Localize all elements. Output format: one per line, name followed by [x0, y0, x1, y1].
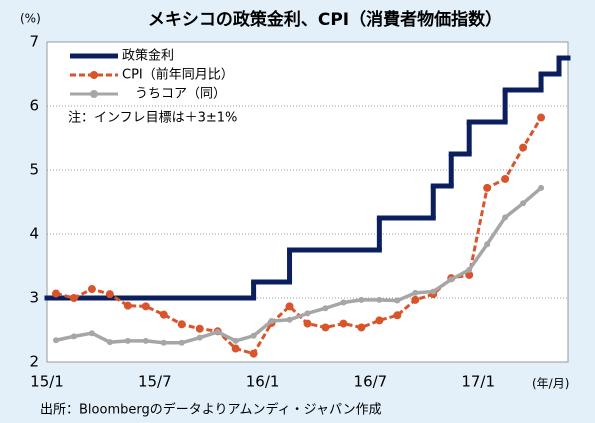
legend-marker [90, 71, 98, 79]
point [69, 294, 78, 302]
x-tick-label: 17/1 [461, 373, 495, 391]
x-tick-label: 16/1 [246, 373, 280, 391]
point [196, 334, 203, 341]
point [142, 337, 149, 344]
point [87, 285, 96, 294]
chart-title: メキシコの政策金利、CPI（消費者物価指数） [148, 9, 502, 30]
point [231, 344, 240, 353]
point [303, 319, 312, 328]
marks: 2 3 4 5 6 7 15/1 15/7 16/1 16/7 17/1 政策金利 CPI（前年同月比）… [29, 33, 571, 391]
point [52, 337, 59, 344]
point [339, 319, 348, 328]
point [88, 330, 95, 337]
point [51, 289, 60, 298]
point [501, 174, 510, 183]
point [249, 349, 258, 358]
point [106, 339, 113, 346]
point [394, 297, 401, 304]
x-tick-label: 15/1 [30, 373, 64, 391]
point [411, 295, 420, 304]
plot-area [46, 41, 569, 363]
legend-label: うちコア（同） [135, 87, 226, 102]
source: 出所：Bloombergのデータよりアムンディ・ジャパン作成 [40, 402, 382, 418]
point [123, 301, 132, 310]
legend-marker [90, 90, 98, 98]
legend-label: CPI（前年同月比） [122, 67, 234, 83]
point [502, 214, 509, 221]
y-tick-label: 4 [29, 225, 39, 243]
point [268, 318, 275, 325]
point [484, 241, 491, 248]
x-tick-label: 16/7 [354, 373, 388, 391]
point [214, 328, 221, 335]
legend-label: 政策金利 [122, 48, 174, 64]
point [483, 183, 492, 192]
point [430, 288, 437, 295]
point [465, 270, 474, 279]
point [141, 302, 150, 311]
point [322, 305, 329, 312]
y-unit: (%) [20, 12, 41, 26]
point [70, 333, 77, 340]
point [412, 289, 419, 296]
point [286, 316, 293, 323]
point [519, 143, 528, 152]
y-tick-label: 6 [29, 97, 39, 115]
point [538, 184, 545, 191]
point [393, 311, 402, 320]
point [357, 323, 366, 332]
point [304, 310, 311, 317]
point [177, 320, 186, 329]
point [105, 290, 114, 299]
point [448, 276, 455, 283]
point [160, 339, 167, 346]
point [195, 324, 204, 333]
point [232, 337, 239, 344]
point [178, 339, 185, 346]
point [159, 310, 168, 319]
y-tick-label: 3 [29, 289, 39, 307]
point [520, 200, 527, 207]
x-tick-label: 15/7 [138, 373, 172, 391]
annotation: 注：インフレ目標は＋3±1% [68, 111, 237, 126]
y-tick-label: 7 [29, 33, 39, 51]
series-line [55, 186, 543, 345]
x-unit: (年/月) [532, 377, 569, 391]
y-tick-label: 2 [29, 353, 39, 371]
point [375, 316, 384, 325]
point [537, 113, 546, 122]
point [124, 337, 131, 344]
point [250, 332, 257, 339]
y-tick-label: 5 [29, 161, 39, 179]
point [466, 266, 473, 273]
point [376, 296, 383, 303]
point [285, 302, 294, 311]
point [321, 323, 330, 332]
point [358, 296, 365, 303]
point [340, 299, 347, 306]
